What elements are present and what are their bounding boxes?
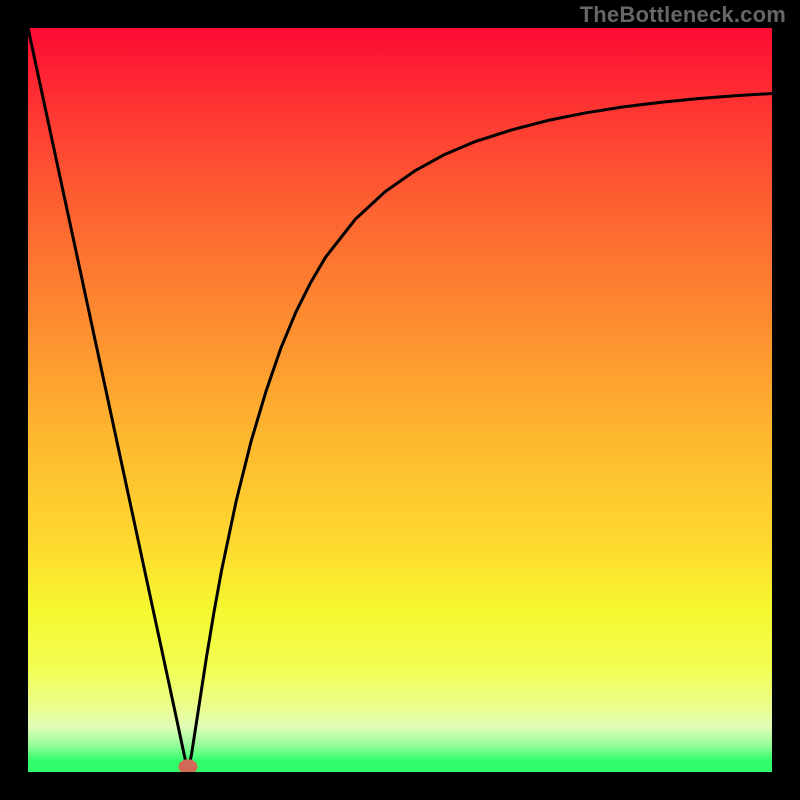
gradient-background [28,28,772,772]
plot-area [28,28,772,772]
plot-svg [28,28,772,772]
chart-frame: TheBottleneck.com [0,0,800,800]
watermark-text: TheBottleneck.com [580,2,786,28]
minimum-marker [179,760,197,772]
